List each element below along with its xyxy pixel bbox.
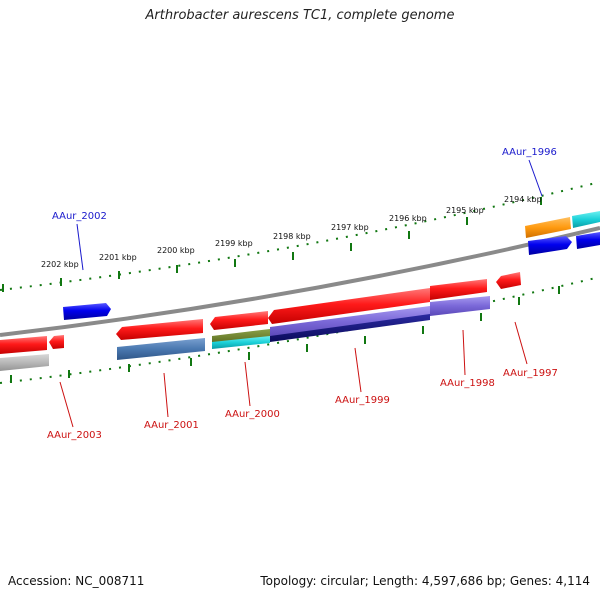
gene-label[interactable]: AAur_2000	[225, 409, 280, 420]
tick-label: 2201 kbp	[99, 253, 137, 262]
label-leaders	[59, 159, 543, 428]
reverse-genes	[0, 272, 521, 371]
gene-feature[interactable]	[525, 217, 571, 238]
gene-feature[interactable]	[576, 232, 600, 249]
gene-feature[interactable]	[270, 314, 430, 342]
tick-label: 2195 kbp	[446, 206, 484, 215]
major-ticks-inner	[10, 286, 560, 383]
gene-feature[interactable]	[430, 296, 490, 316]
leader-line	[244, 361, 251, 407]
map-title: Arthrobacter aurescens TC1, complete gen…	[145, 8, 455, 23]
gene-feature[interactable]	[496, 272, 521, 289]
gene-feature[interactable]	[270, 306, 430, 337]
leader-line	[59, 381, 74, 428]
gene-label[interactable]: AAur_2002	[52, 211, 107, 222]
gene-feature[interactable]	[572, 211, 600, 228]
leader-line	[76, 223, 84, 271]
gene-label[interactable]: AAur_1998	[440, 378, 495, 389]
gene-label[interactable]: AAur_2003	[47, 430, 102, 441]
gene-feature[interactable]	[430, 279, 487, 300]
genome-summary-text: Topology: circular; Length: 4,597,686 bp…	[260, 574, 590, 588]
leader-line	[462, 329, 466, 376]
gene-label[interactable]: AAur_2001	[144, 420, 199, 431]
gene-feature[interactable]	[49, 335, 64, 349]
gene-feature[interactable]	[268, 288, 430, 324]
gene-label[interactable]: AAur_1999	[335, 395, 390, 406]
leader-line	[354, 347, 362, 393]
leader-line	[514, 321, 528, 365]
tick-label: 2199 kbp	[215, 239, 253, 248]
accession-text: Accession: NC_008711	[8, 574, 145, 588]
gene-label[interactable]: AAur_1996	[502, 147, 557, 158]
major-ticks-outer	[2, 197, 542, 292]
gene-feature[interactable]	[210, 311, 268, 330]
tick-label: 2194 kbp	[504, 195, 542, 204]
gene-label[interactable]: AAur_1997	[503, 368, 558, 379]
gene-feature[interactable]	[212, 336, 270, 349]
tick-label: 2196 kbp	[389, 214, 427, 223]
genome-backbone	[0, 226, 600, 337]
gene-feature[interactable]	[212, 329, 270, 343]
leader-line	[528, 159, 543, 197]
tick-label: 2198 kbp	[273, 232, 311, 241]
gene-feature[interactable]	[528, 236, 572, 255]
gene-feature[interactable]	[116, 319, 203, 340]
tick-label: 2202 kbp	[41, 260, 79, 269]
tick-labels: 2194 kbp 2195 kbp 2196 kbp 2197 kbp 2198…	[41, 195, 542, 269]
gene-feature[interactable]	[0, 336, 47, 354]
forward-genes	[63, 211, 600, 320]
tick-label: 2197 kbp	[331, 223, 369, 232]
gene-feature[interactable]	[63, 303, 111, 320]
gene-feature[interactable]	[117, 338, 205, 360]
leader-line	[163, 372, 169, 418]
gene-labels: AAur_1996 AAur_2002 AAur_1997 AAur_1998 …	[47, 147, 558, 441]
tick-label: 2200 kbp	[157, 246, 195, 255]
gene-feature[interactable]	[0, 354, 49, 371]
